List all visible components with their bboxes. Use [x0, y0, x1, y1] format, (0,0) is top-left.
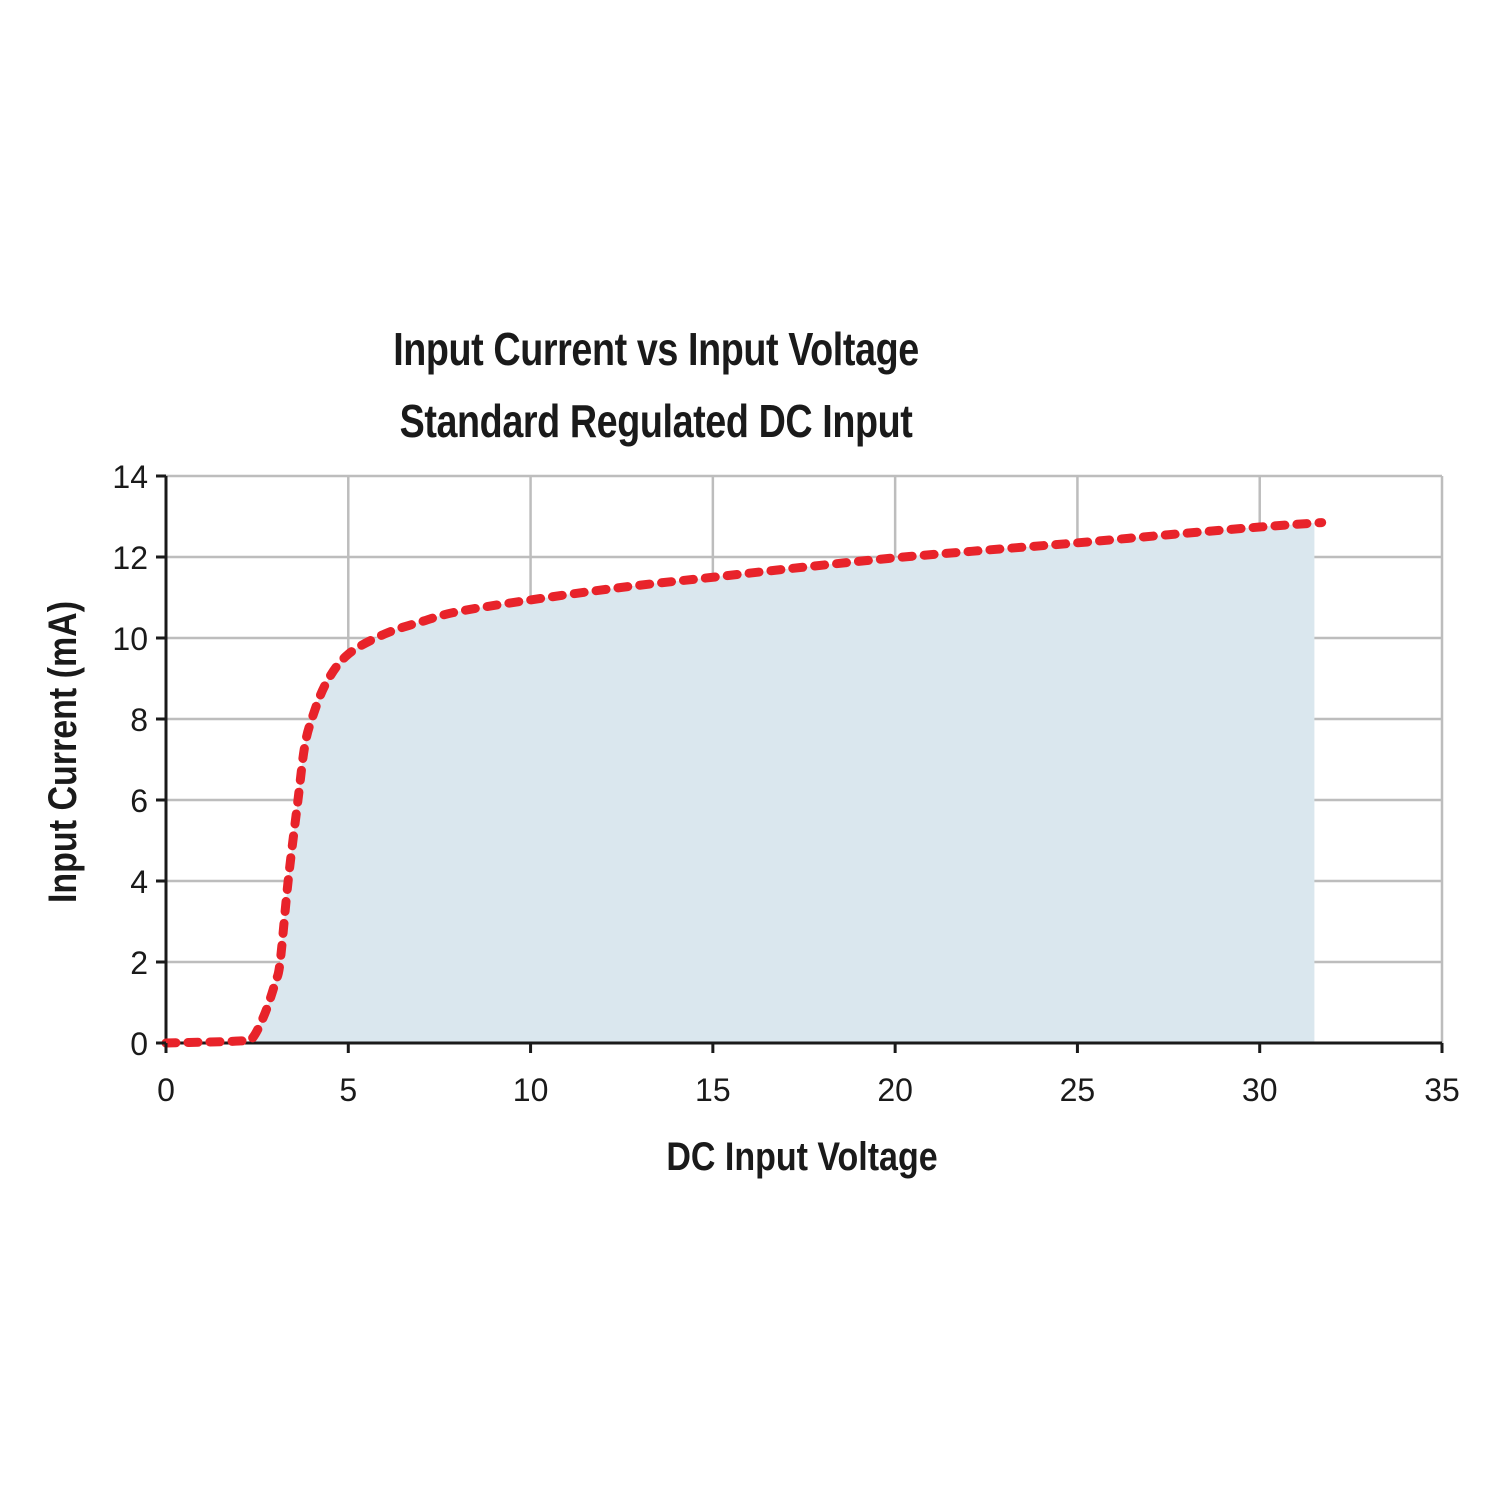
x-tick-label: 20 [877, 1072, 913, 1108]
x-tick-label: 35 [1424, 1072, 1460, 1108]
y-tick-label: 14 [112, 459, 148, 495]
y-tick-label: 2 [130, 945, 148, 981]
x-tick-label: 30 [1242, 1072, 1278, 1108]
axes [164, 476, 1442, 1045]
x-tick-label: 15 [695, 1072, 731, 1108]
y-tick-label: 12 [112, 540, 148, 576]
y-tick-label: 10 [112, 621, 148, 657]
chart-title: Input Current vs Input Voltage [393, 323, 919, 375]
y-tick-label: 4 [130, 864, 148, 900]
x-axis-ticks: 0 5 10 15 20 25 30 35 [157, 1043, 1460, 1108]
series-area-fill [166, 522, 1322, 1043]
y-axis-label: Input Current (mA) [39, 601, 84, 903]
chart-subtitle: Standard Regulated DC Input [399, 395, 913, 447]
x-tick-label: 10 [513, 1072, 549, 1108]
x-tick-label: 25 [1060, 1072, 1096, 1108]
x-axis-label: DC Input Voltage [666, 1133, 937, 1178]
series-line-input-current [161, 518, 1327, 1048]
y-tick-label: 0 [130, 1026, 148, 1062]
y-tick-label: 8 [130, 702, 148, 738]
y-axis-ticks: 0 2 4 6 8 10 12 14 [112, 459, 166, 1062]
x-tick-label: 5 [339, 1072, 357, 1108]
x-tick-label: 0 [157, 1072, 175, 1108]
y-tick-label: 6 [130, 783, 148, 819]
